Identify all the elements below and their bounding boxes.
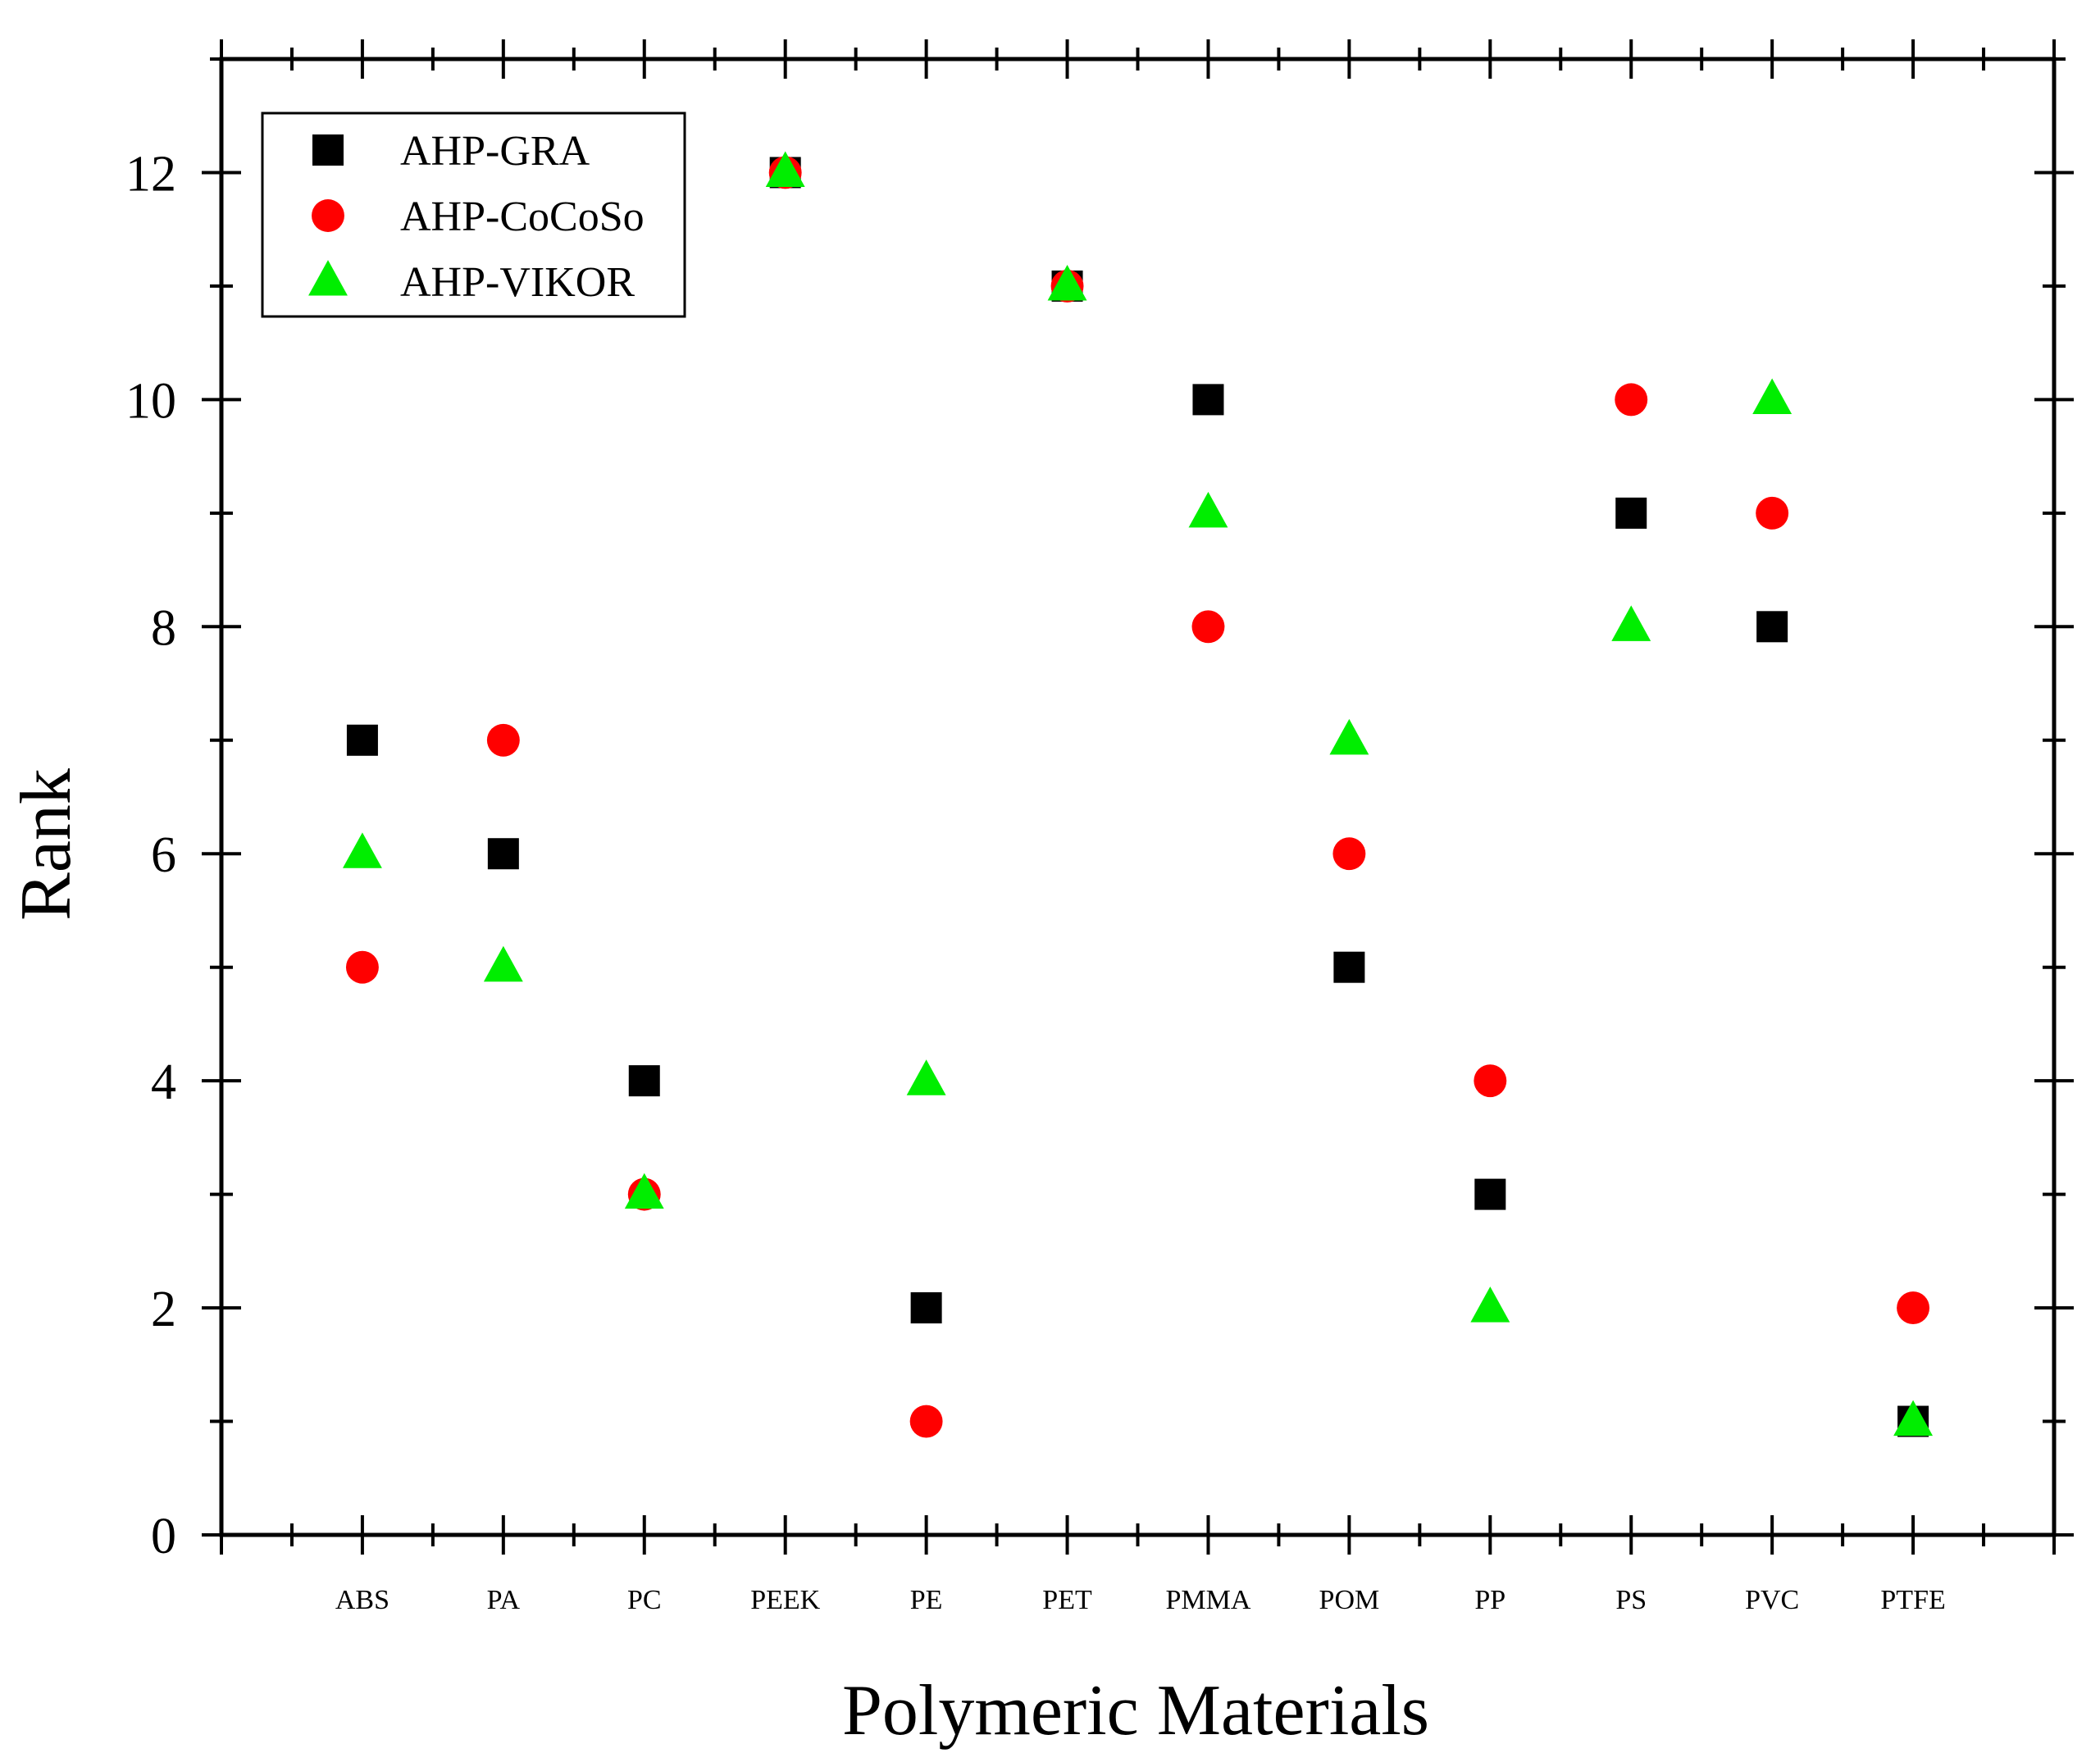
y-tick-label: 8	[151, 600, 176, 656]
marker-ahp-vikor	[1611, 605, 1651, 641]
x-tick-label: PS	[1615, 1585, 1647, 1615]
marker-ahp-cocoso	[1474, 1064, 1507, 1098]
legend-marker	[312, 134, 344, 166]
legend-label: AHP-CoCoSo	[400, 194, 645, 240]
x-tick-label: POM	[1319, 1585, 1380, 1615]
marker-ahp-cocoso	[1897, 1291, 1930, 1325]
marker-ahp-gra	[1192, 384, 1224, 416]
marker-ahp-vikor	[906, 1059, 946, 1095]
y-tick-label: 12	[125, 146, 176, 202]
marker-ahp-cocoso	[1756, 496, 1789, 530]
x-tick-labels: ABS PA PC PEEK PE PET PMMA POM PP PS PVC PTFE	[335, 1585, 1946, 1615]
legend-marker	[308, 260, 348, 296]
x-tick-label: PEEK	[750, 1585, 820, 1615]
marker-ahp-gra	[1615, 497, 1647, 529]
legend-marker	[312, 199, 344, 232]
marker-ahp-cocoso	[1191, 610, 1225, 644]
x-tick-label: PA	[487, 1585, 521, 1615]
x-tick-label: PP	[1474, 1585, 1506, 1615]
x-tick-label: PE	[910, 1585, 943, 1615]
marker-ahp-vikor	[1893, 1400, 1934, 1437]
marker-ahp-vikor	[1470, 1286, 1510, 1323]
marker-ahp-cocoso	[1332, 837, 1366, 871]
marker-ahp-vikor	[1188, 491, 1228, 528]
marker-ahp-cocoso	[1615, 383, 1648, 417]
x-tick-label: PMMA	[1165, 1585, 1250, 1615]
y-axis-label: Rank	[7, 768, 86, 921]
x-tick-label: PVC	[1745, 1585, 1799, 1615]
marker-ahp-cocoso	[486, 723, 520, 757]
x-tick-label: PC	[627, 1585, 662, 1615]
marker-ahp-vikor	[1752, 378, 1793, 414]
data-markers	[342, 151, 1934, 1438]
legend-label: AHP-GRA	[400, 128, 590, 175]
marker-ahp-cocoso	[909, 1405, 943, 1438]
marker-ahp-gra	[910, 1292, 942, 1324]
marker-ahp-gra	[1474, 1178, 1506, 1210]
y-tick-label: 0	[151, 1509, 176, 1564]
axis-ticks	[202, 39, 2074, 1555]
y-tick-label: 4	[151, 1054, 176, 1110]
x-tick-label: ABS	[335, 1585, 389, 1615]
marker-ahp-gra	[628, 1065, 660, 1097]
marker-ahp-gra	[1756, 611, 1788, 643]
marker-ahp-vikor	[342, 832, 382, 868]
y-tick-labels: 0 2 4 6 8 10 12	[125, 146, 176, 1564]
marker-ahp-gra	[1333, 951, 1365, 983]
marker-ahp-vikor	[1047, 265, 1087, 301]
x-tick-label: PTFE	[1880, 1585, 1945, 1615]
x-axis-label: Polymeric Materials	[842, 1671, 1429, 1751]
legend-label: AHP-VIKOR	[400, 259, 635, 306]
marker-ahp-gra	[346, 724, 378, 756]
marker-ahp-gra	[487, 838, 519, 870]
x-tick-label: PET	[1042, 1585, 1092, 1615]
marker-ahp-vikor	[624, 1172, 664, 1209]
marker-ahp-vikor	[483, 945, 523, 982]
y-tick-label: 2	[151, 1282, 176, 1337]
y-tick-label: 6	[151, 827, 176, 883]
marker-ahp-vikor	[1329, 718, 1369, 755]
marker-ahp-vikor	[765, 151, 805, 188]
y-tick-label: 10	[125, 373, 176, 429]
legend: AHP-GRA AHP-CoCoSo AHP-VIKOR	[261, 112, 686, 318]
marker-ahp-cocoso	[345, 950, 379, 984]
